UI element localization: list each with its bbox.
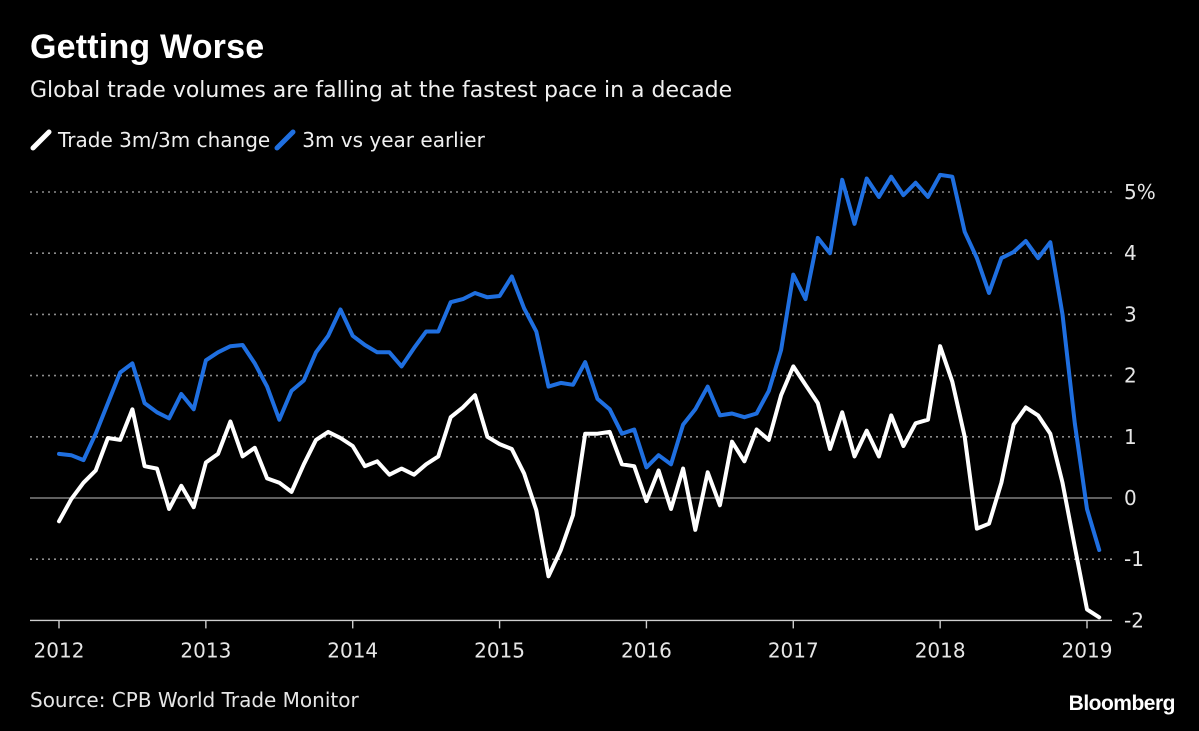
- legend-label-3m-vs-year: 3m vs year earlier: [302, 128, 485, 152]
- legend-item-trade-3m-3m: Trade 3m/3m change: [30, 128, 270, 152]
- y-tick-label: 5%: [1124, 180, 1156, 204]
- y-tick-label: 4: [1124, 241, 1137, 265]
- legend-swatch-blue-icon: [274, 129, 296, 151]
- legend: Trade 3m/3m change 3m vs year earlier: [30, 128, 489, 152]
- chart-subtitle: Global trade volumes are falling at the …: [30, 78, 733, 103]
- x-tick-label: 2016: [621, 638, 672, 662]
- x-tick-label: 2013: [180, 638, 231, 662]
- y-tick-label: -2: [1124, 608, 1144, 632]
- chart-title: Getting Worse: [30, 28, 265, 66]
- y-tick-label: 1: [1124, 425, 1137, 449]
- legend-label-trade-3m-3m: Trade 3m/3m change: [58, 128, 271, 152]
- y-tick-label: -1: [1124, 547, 1144, 571]
- series-line-3m-vs-year: [57, 172, 1102, 552]
- legend-item-3m-vs-year: 3m vs year earlier: [274, 128, 485, 152]
- x-tick-label: 2015: [474, 638, 525, 662]
- legend-swatch-white-icon: [30, 129, 52, 151]
- x-tick-label: 2014: [327, 638, 378, 662]
- y-tick-label: 2: [1124, 364, 1137, 388]
- x-tick-label: 2012: [34, 638, 85, 662]
- bloomberg-logo: Bloomberg: [1068, 692, 1176, 715]
- x-tick-label: 2017: [768, 638, 819, 662]
- series-line-trade-3m-3m: [57, 344, 1102, 620]
- y-tick-label: 0: [1124, 486, 1137, 510]
- x-tick-label: 2018: [915, 638, 966, 662]
- x-tick-label: 2019: [1062, 638, 1113, 662]
- source-note: Source: CPB World Trade Monitor: [30, 688, 359, 712]
- y-tick-label: 3: [1124, 302, 1137, 326]
